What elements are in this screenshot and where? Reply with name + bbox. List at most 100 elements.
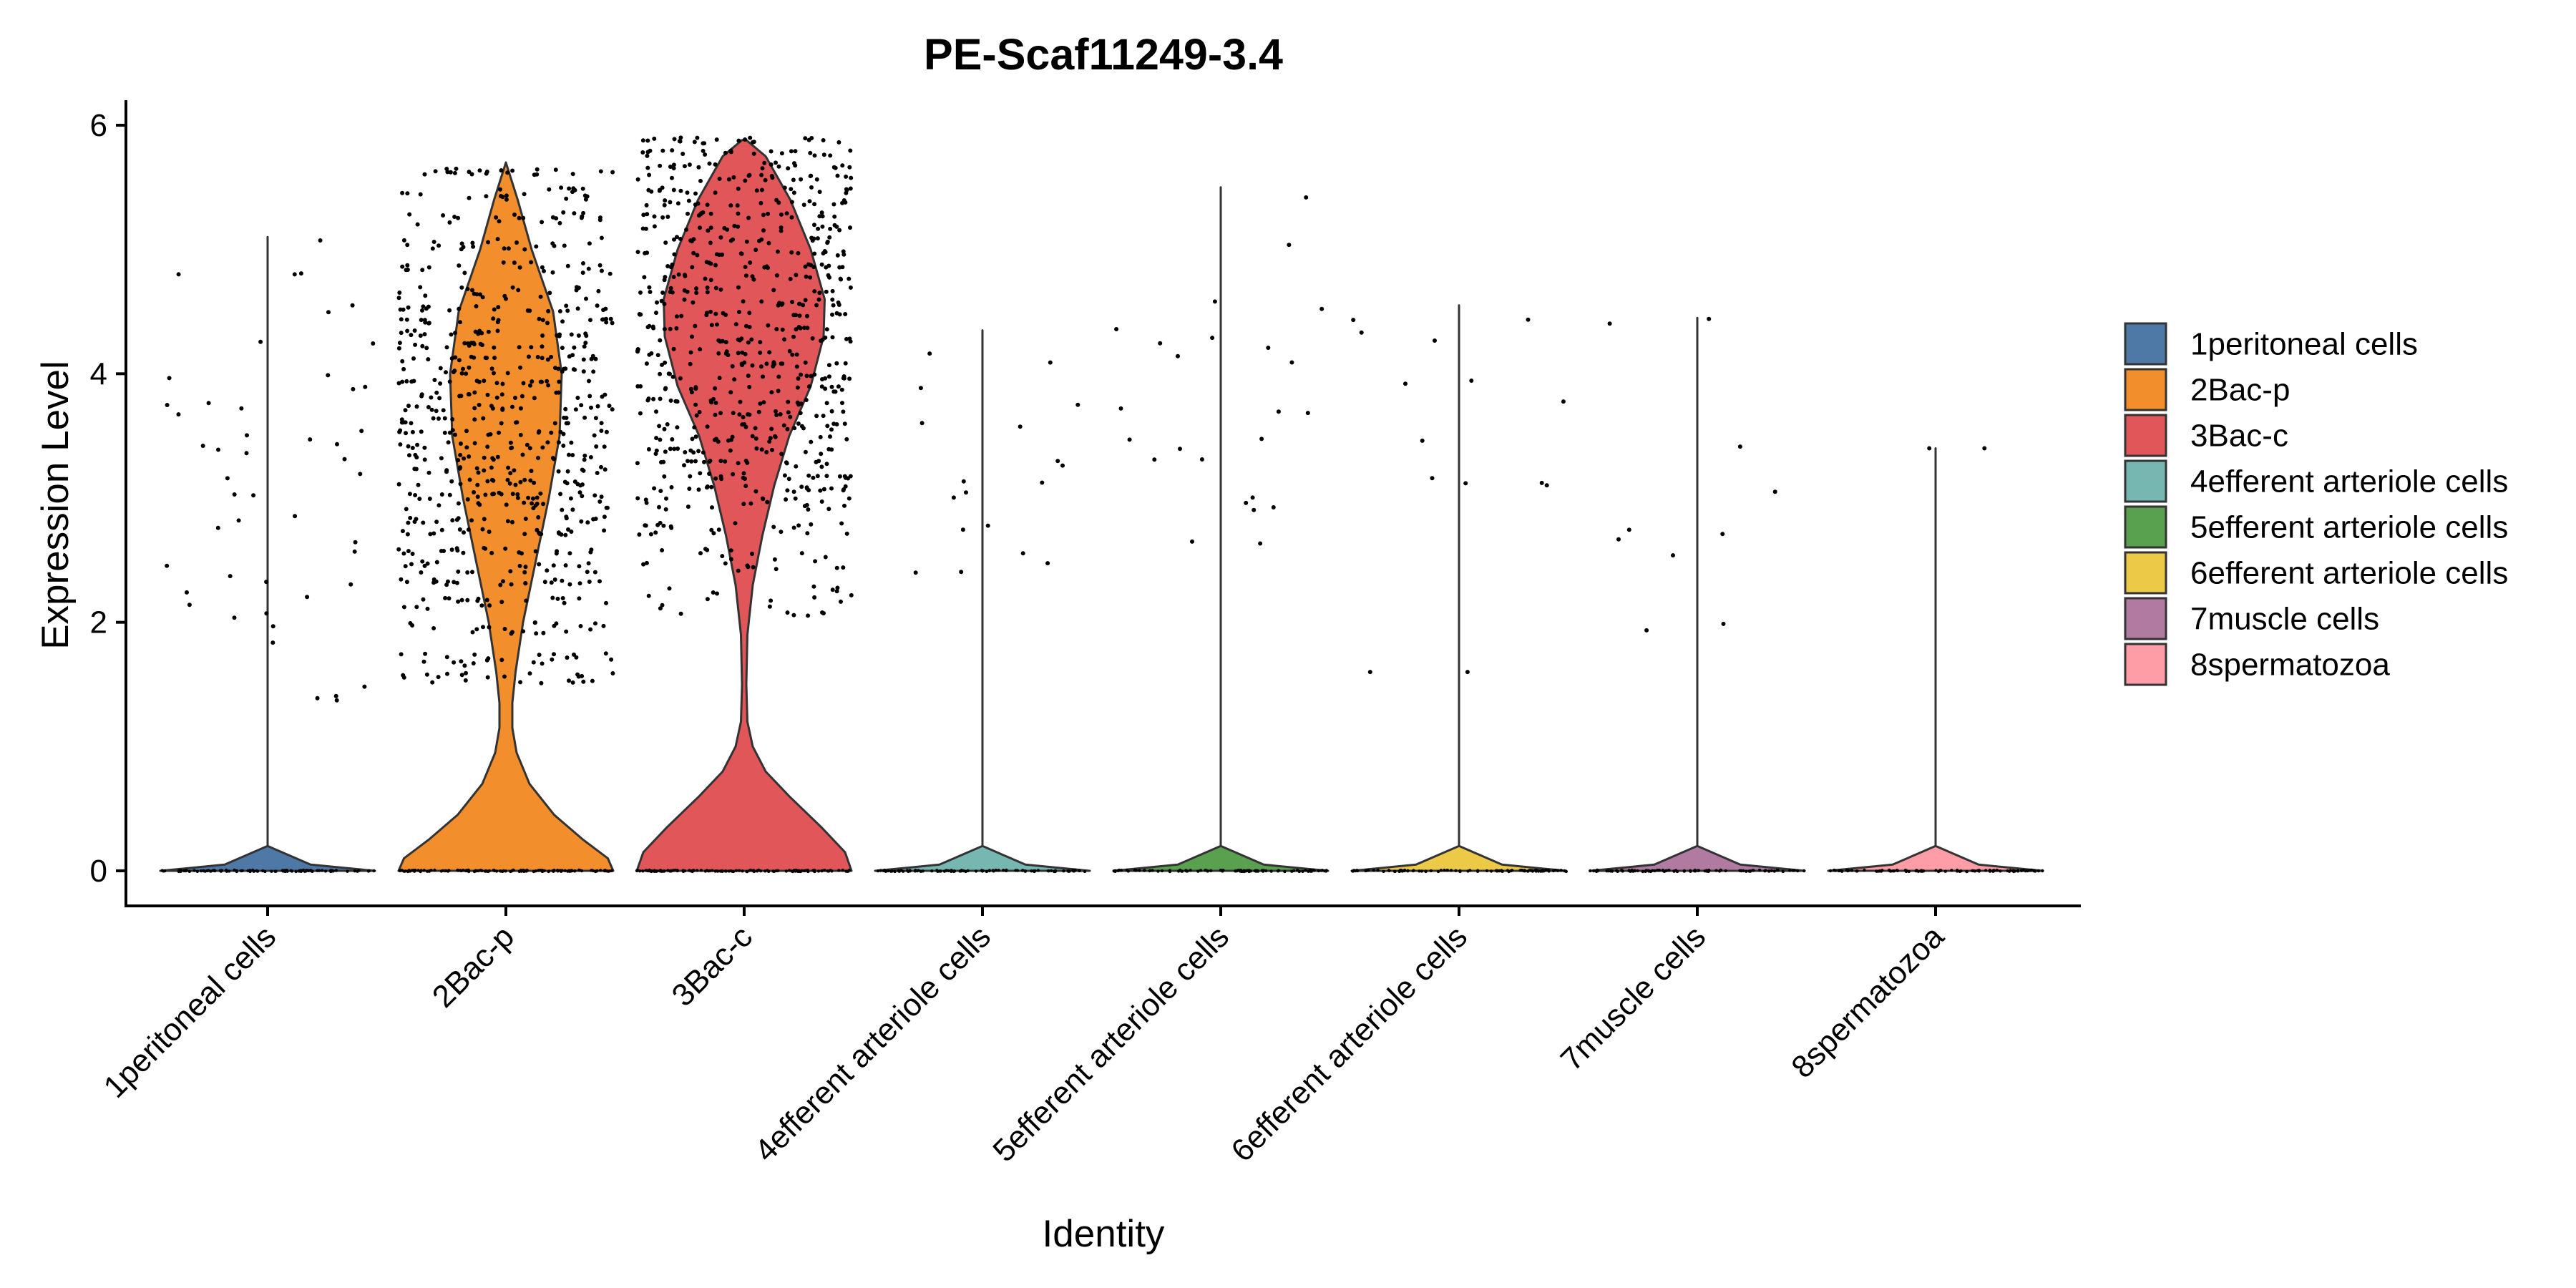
data-point bbox=[357, 869, 360, 872]
data-point bbox=[837, 265, 841, 270]
data-point bbox=[447, 308, 452, 313]
data-point bbox=[411, 356, 416, 361]
data-point bbox=[559, 185, 563, 190]
data-point bbox=[467, 196, 472, 200]
data-point bbox=[511, 492, 515, 496]
data-point bbox=[1683, 869, 1686, 872]
data-point bbox=[673, 137, 677, 141]
data-point bbox=[675, 314, 679, 318]
data-point bbox=[1863, 869, 1865, 872]
data-point bbox=[670, 437, 674, 441]
data-point bbox=[820, 499, 824, 504]
data-point bbox=[773, 557, 777, 562]
data-point bbox=[2029, 869, 2031, 872]
data-point bbox=[722, 226, 726, 230]
data-point bbox=[647, 447, 651, 452]
data-point bbox=[793, 163, 797, 167]
data-point bbox=[600, 269, 604, 273]
data-point bbox=[1697, 869, 1699, 872]
data-point bbox=[686, 459, 690, 463]
data-point bbox=[762, 265, 766, 270]
data-point bbox=[698, 179, 703, 183]
data-point bbox=[1633, 869, 1636, 872]
data-point bbox=[420, 869, 423, 872]
data-point bbox=[750, 552, 754, 556]
data-point bbox=[270, 640, 275, 645]
data-point bbox=[353, 540, 358, 545]
data-point bbox=[1354, 869, 1357, 872]
data-point bbox=[651, 397, 655, 401]
data-point bbox=[1838, 869, 1840, 872]
data-point bbox=[834, 166, 838, 170]
data-point bbox=[1199, 869, 1202, 872]
data-point bbox=[560, 346, 565, 350]
data-point bbox=[535, 502, 540, 506]
data-point bbox=[765, 500, 769, 504]
data-point bbox=[834, 389, 838, 394]
data-point bbox=[745, 563, 749, 567]
data-point bbox=[570, 333, 574, 337]
data-point bbox=[472, 661, 476, 665]
data-point bbox=[776, 389, 781, 393]
data-point bbox=[844, 175, 848, 179]
data-point bbox=[470, 172, 474, 177]
data-point bbox=[1319, 869, 1322, 872]
data-point bbox=[534, 245, 538, 249]
data-point bbox=[177, 272, 181, 276]
data-point bbox=[161, 869, 164, 872]
data-point bbox=[485, 444, 489, 449]
data-point bbox=[406, 306, 411, 310]
data-point bbox=[829, 447, 834, 452]
x-axis-title: Identity bbox=[1043, 1213, 1165, 1255]
data-point bbox=[724, 351, 728, 356]
data-point bbox=[715, 592, 719, 596]
data-point bbox=[1446, 869, 1449, 872]
data-point bbox=[747, 311, 751, 315]
data-point bbox=[540, 344, 545, 348]
data-point bbox=[522, 192, 527, 196]
data-point bbox=[591, 369, 595, 374]
data-point bbox=[786, 166, 790, 170]
data-point bbox=[919, 386, 923, 390]
data-point bbox=[432, 240, 436, 244]
data-point bbox=[704, 313, 708, 317]
data-point bbox=[610, 170, 615, 175]
data-point bbox=[814, 414, 819, 418]
data-point bbox=[763, 178, 768, 182]
data-point bbox=[471, 630, 475, 635]
data-point bbox=[594, 870, 597, 873]
data-point bbox=[510, 169, 514, 173]
data-point bbox=[500, 392, 504, 396]
data-point bbox=[566, 469, 570, 474]
data-point bbox=[510, 520, 514, 525]
legend-label: 2Bac-p bbox=[2190, 373, 2290, 408]
data-point bbox=[1032, 869, 1035, 872]
data-point bbox=[670, 176, 674, 180]
data-point bbox=[777, 165, 781, 169]
data-point bbox=[809, 440, 813, 444]
data-point bbox=[805, 485, 809, 489]
data-point bbox=[467, 527, 471, 532]
data-point bbox=[753, 489, 758, 494]
data-point bbox=[654, 409, 658, 414]
data-point bbox=[796, 402, 801, 406]
data-point bbox=[716, 338, 721, 343]
data-point bbox=[677, 273, 681, 277]
data-point bbox=[822, 487, 826, 492]
jitter-points-layer bbox=[161, 135, 2044, 873]
data-point bbox=[727, 177, 731, 182]
data-point bbox=[440, 492, 444, 497]
data-point bbox=[474, 330, 478, 334]
data-point bbox=[400, 359, 404, 364]
data-point bbox=[641, 138, 645, 142]
data-point bbox=[492, 457, 496, 462]
data-point bbox=[572, 367, 576, 371]
data-point bbox=[448, 379, 452, 384]
data-point bbox=[289, 869, 292, 872]
data-point bbox=[801, 426, 806, 431]
data-point bbox=[751, 140, 755, 145]
data-point bbox=[530, 379, 534, 384]
data-point bbox=[1244, 501, 1248, 505]
data-point bbox=[590, 869, 592, 872]
